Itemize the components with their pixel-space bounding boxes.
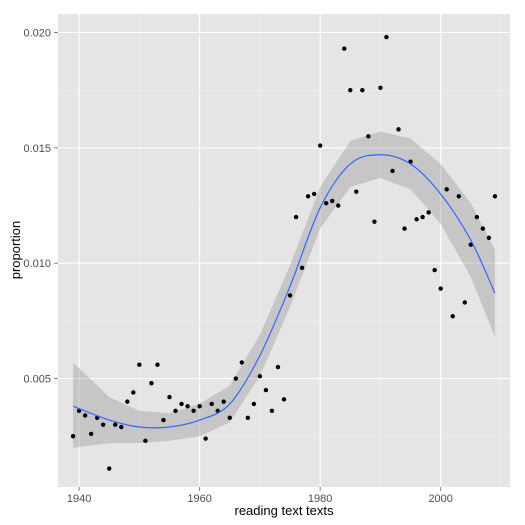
x-tick-label-3: 2000 [428,493,452,505]
data-point-3 [88,431,94,437]
x-tick-label-1: 1960 [187,493,211,505]
data-point-23 [209,401,214,407]
data-point-31 [257,374,263,379]
plot-panel [58,14,510,487]
data-point-42 [323,201,329,206]
data-points [70,34,498,471]
data-point-33 [269,408,275,414]
data-point-59 [426,210,431,215]
data-point-54 [396,127,401,132]
data-point-7 [113,422,118,427]
data-point-1 [76,408,82,414]
data-point-60 [432,267,437,273]
data-point-25 [221,399,226,404]
data-point-13 [149,380,154,386]
data-point-51 [378,85,383,91]
confidence-band [73,131,495,448]
data-point-53 [390,168,395,174]
data-point-70 [492,194,498,199]
data-point-29 [245,415,251,420]
data-point-43 [330,198,335,204]
data-point-2 [82,413,88,418]
data-point-15 [161,417,166,423]
data-point-19 [185,404,190,409]
data-point-21 [197,404,202,409]
data-point-62 [444,187,449,192]
data-point-55 [402,226,407,231]
data-point-34 [275,364,281,370]
y-tick-label-1: 0.010 [23,258,51,270]
data-point-40 [311,191,317,197]
x-axis-title: reading text texts [235,503,334,518]
y-tick-label-0: 0.005 [23,374,51,386]
data-point-65 [462,300,467,305]
data-point-18 [179,401,184,407]
data-point-38 [299,265,305,271]
data-point-17 [173,408,178,414]
data-point-48 [360,87,365,93]
data-point-57 [414,217,419,222]
data-point-35 [281,397,287,402]
data-point-68 [480,226,486,231]
data-point-27 [233,376,238,381]
data-point-14 [155,362,160,367]
smooth-line [72,154,496,429]
data-point-63 [450,314,455,319]
data-point-67 [474,214,480,220]
data-point-11 [137,362,142,367]
y-axis-title: proportion [8,221,23,280]
data-point-36 [287,293,293,298]
data-point-8 [119,424,124,430]
data-point-28 [239,360,245,365]
data-point-32 [263,387,269,393]
data-point-69 [486,235,492,241]
x-tick-label-2: 1980 [308,493,332,505]
grid-minor [58,14,510,487]
y-axis-ticks: 0.005 0.010 0.015 0.020 [23,27,58,386]
data-point-30 [251,401,257,407]
data-point-41 [317,143,323,148]
data-point-0 [70,434,76,439]
data-point-66 [468,242,474,247]
y-tick-label-3: 0.020 [23,27,51,39]
data-point-50 [372,219,377,224]
x-axis-ticks: 1940 1960 1980 2000 [67,487,453,505]
data-point-45 [342,46,347,51]
data-point-20 [191,408,196,414]
data-point-52 [384,34,389,40]
data-point-44 [336,203,341,208]
data-point-46 [348,87,353,93]
x-tick-label-0: 1940 [67,493,91,505]
data-point-6 [107,466,112,471]
data-point-37 [293,214,299,220]
data-point-5 [101,422,106,427]
data-point-9 [125,399,130,404]
data-point-47 [354,189,359,194]
data-point-12 [143,438,148,444]
data-point-22 [203,436,208,441]
data-point-61 [438,286,443,291]
data-point-26 [227,415,232,420]
data-point-39 [305,194,311,199]
data-point-58 [420,214,425,220]
data-point-49 [366,134,371,139]
data-point-16 [167,394,172,400]
data-point-64 [456,194,461,199]
y-tick-label-2: 0.015 [23,143,51,155]
data-point-10 [131,390,136,395]
